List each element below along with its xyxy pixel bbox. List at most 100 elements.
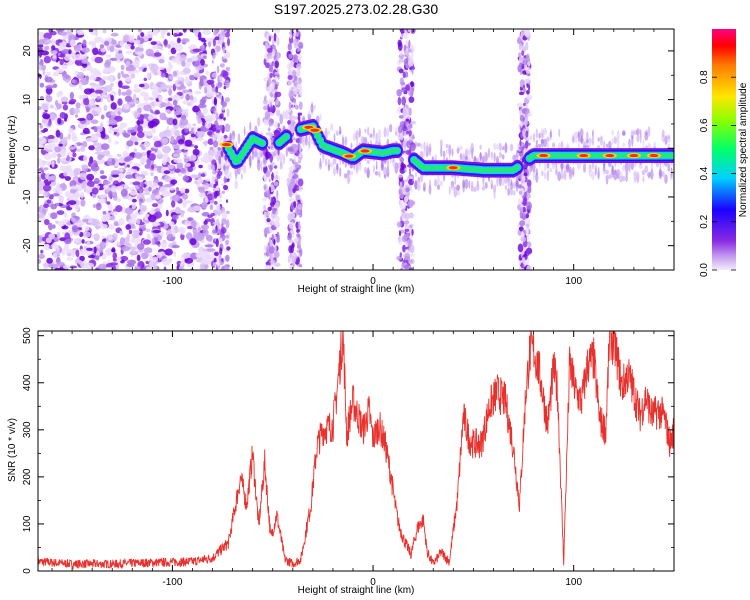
noise-speckle (202, 107, 208, 115)
ridge-smear (568, 169, 573, 180)
ridge-smear (470, 185, 474, 192)
noise-speckle (171, 29, 180, 35)
ridge-smear (479, 144, 482, 150)
dropout-speckle (522, 206, 526, 214)
dropout-speckle (266, 218, 271, 223)
snr-xlabel: Height of straight line (km) (298, 585, 415, 596)
noise-speckle (201, 44, 205, 49)
noise-speckle (89, 98, 94, 106)
noise-speckle (118, 80, 123, 88)
noise-speckle (162, 157, 167, 166)
ridge-smear (349, 163, 354, 169)
noise-speckle (160, 82, 167, 90)
spectrogram-ylabel: Frequency (Hz) (7, 116, 18, 185)
dropout-speckle (265, 62, 270, 69)
noise-speckle (152, 203, 158, 208)
noise-speckle (189, 74, 196, 81)
ridge-smear (493, 187, 496, 200)
noise-speckle (200, 224, 210, 230)
ridge-smear (484, 182, 488, 189)
dropout-speckle (411, 228, 414, 236)
dropout-speckle (294, 161, 299, 169)
dropout-speckle (518, 146, 524, 150)
dropout-speckle (224, 97, 230, 102)
noise-speckle (111, 158, 116, 166)
noise-speckle (134, 99, 140, 104)
noise-speckle (40, 96, 44, 100)
noise-speckle (61, 248, 66, 256)
noise-speckle (170, 179, 178, 185)
noise-speckle (190, 133, 196, 138)
noise-speckle (175, 206, 181, 211)
ridge-smear (299, 135, 303, 144)
noise-speckle (143, 141, 150, 149)
dropout-speckle (267, 48, 273, 53)
noise-speckle (198, 172, 202, 178)
dropout-speckle (225, 66, 230, 72)
dropout-speckle (293, 237, 299, 243)
snr-axes: -100 0 100 0 100 200 300 400 500 (22, 327, 675, 588)
noise-speckle (182, 100, 189, 105)
noise-speckle (44, 76, 53, 83)
ridge-smear (532, 132, 536, 143)
dropout-speckle (222, 107, 225, 111)
noise-speckle (74, 143, 78, 148)
dropout-speckle (518, 190, 523, 195)
ridge-smear (501, 154, 505, 160)
noise-speckle (192, 123, 197, 127)
noise-speckle (38, 77, 41, 85)
noise-speckle (178, 54, 187, 62)
noise-speckle (93, 126, 98, 133)
dropout-speckle (405, 149, 412, 155)
ridge-smear (450, 183, 455, 191)
ridge-smear (591, 171, 595, 181)
noise-speckle (99, 193, 107, 199)
dropout-speckle (411, 50, 414, 59)
noise-speckle (92, 47, 99, 56)
noise-speckle (50, 104, 54, 109)
dropout-speckle (274, 175, 279, 180)
noise-speckle (148, 180, 153, 187)
dropout-speckle (523, 78, 529, 84)
ridge-smear (237, 167, 241, 175)
ridge-smear (439, 180, 443, 187)
noise-speckle (50, 212, 58, 220)
dropout-speckle (293, 154, 296, 164)
noise-speckle (140, 155, 147, 164)
noise-speckle (99, 247, 104, 253)
dropout-speckle (525, 213, 530, 219)
dropout-speckle (212, 262, 217, 267)
x-tick-label: -100 (162, 577, 182, 588)
noise-speckle (192, 48, 202, 53)
noise-speckle (126, 164, 130, 168)
ridge-smear (342, 134, 344, 144)
ridge-smear (439, 139, 443, 148)
dropout-speckle (264, 110, 271, 120)
ridge-smear (471, 181, 474, 188)
noise-speckle (147, 214, 157, 223)
dropout-speckle (287, 75, 293, 80)
dropout-speckle (293, 184, 300, 192)
dropout-speckle (214, 132, 221, 139)
ridge-smear (375, 160, 378, 171)
noise-speckle (75, 60, 82, 65)
noise-speckle (116, 126, 125, 134)
ridge-smear (339, 167, 342, 177)
noise-speckle (77, 118, 86, 121)
noise-speckle (197, 112, 204, 119)
noise-speckle (58, 39, 63, 43)
noise-speckle (134, 89, 141, 93)
noise-speckle (85, 106, 90, 113)
ridge-smear (319, 113, 322, 121)
ridge-smear (659, 170, 662, 177)
noise-speckle (143, 94, 150, 102)
noise-speckle (78, 95, 88, 99)
dropout-speckle (273, 165, 278, 169)
dropout-speckle (288, 53, 293, 59)
noise-speckle (84, 225, 90, 232)
dropout-speckle (223, 85, 227, 90)
noise-speckle (62, 49, 71, 55)
dropout-speckle (287, 147, 291, 152)
ridge-smear (546, 142, 550, 149)
noise-speckle (172, 99, 178, 106)
